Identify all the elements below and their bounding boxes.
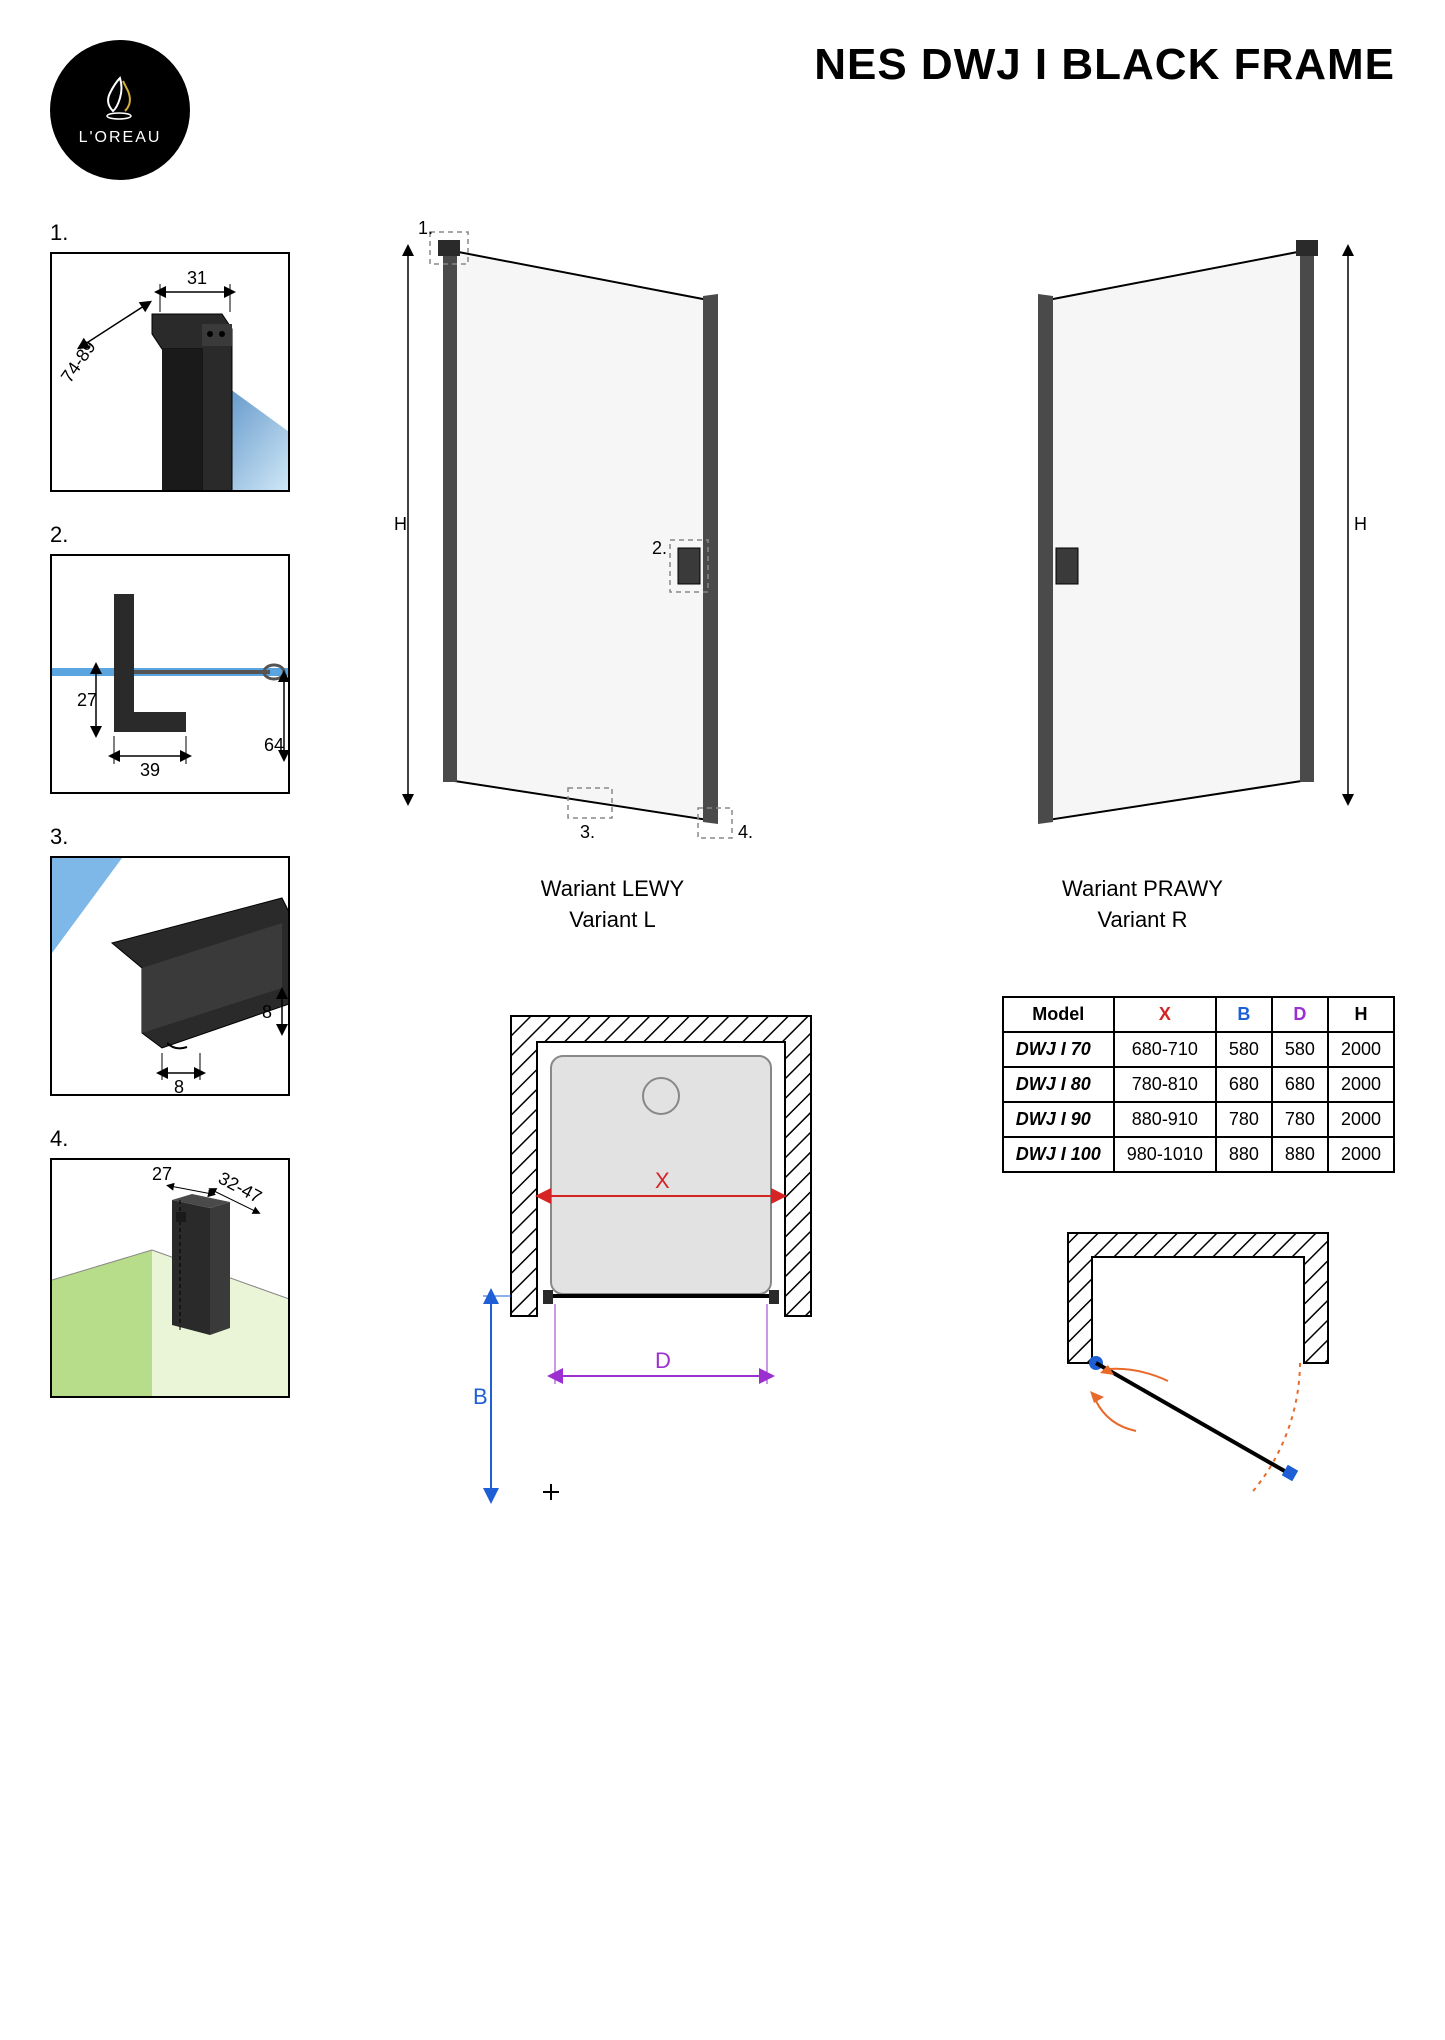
detail-number: 1. (50, 220, 320, 246)
table-cell: 680 (1216, 1067, 1272, 1102)
table-cell: 980-1010 (1114, 1137, 1216, 1172)
detail-column: 1. (50, 220, 320, 1516)
dim-8b: 8 (174, 1077, 184, 1096)
table-row: DWJ I 90880-9107807802000 (1003, 1102, 1394, 1137)
door-right: H Wariant PRAWY Variant R (918, 220, 1368, 936)
table-cell: DWJ I 80 (1003, 1067, 1114, 1102)
axis-h: H (1354, 514, 1367, 534)
dim-8a: 8 (262, 1002, 272, 1022)
callout-2: 2. (652, 538, 667, 558)
dim-D: D (655, 1348, 671, 1373)
door-right-label1: Wariant PRAWY (1062, 876, 1223, 901)
table-cell: 880 (1272, 1137, 1328, 1172)
table-cell: 880 (1216, 1137, 1272, 1172)
table-cell: 2000 (1328, 1102, 1394, 1137)
table-row: DWJ I 80780-8106806802000 (1003, 1067, 1394, 1102)
dim-31: 31 (187, 268, 207, 288)
dim-B: B (473, 1384, 488, 1409)
door-left-label1: Wariant LEWY (541, 876, 684, 901)
table-header: X (1114, 997, 1216, 1032)
dim-X: X (655, 1168, 670, 1193)
dim-39: 39 (140, 760, 160, 780)
brand-name: L'OREAU (79, 129, 162, 147)
table-header: B (1216, 997, 1272, 1032)
table-cell: 780 (1216, 1102, 1272, 1137)
table-header: H (1328, 997, 1394, 1032)
logo-droplet-icon (95, 73, 145, 123)
table-row: DWJ I 100980-10108808802000 (1003, 1137, 1394, 1172)
callout-1: 1. (418, 220, 433, 238)
brand-logo: L'OREAU (50, 40, 190, 180)
table-cell: 580 (1216, 1032, 1272, 1067)
dim-64: 64 (264, 735, 284, 755)
swing-diagram (1038, 1213, 1358, 1493)
table-cell: 580 (1272, 1032, 1328, 1067)
doors-row: H 1. 2. 3. (360, 220, 1395, 936)
table-header: Model (1003, 997, 1114, 1032)
dim-74-89: 74-89 (57, 337, 100, 386)
detail-number: 3. (50, 824, 320, 850)
table-cell: DWJ I 70 (1003, 1032, 1114, 1067)
door-right-label2: Variant R (1097, 907, 1187, 932)
detail-number: 4. (50, 1126, 320, 1152)
detail-2: 2. 27 39 64 (50, 522, 320, 794)
detail-number: 2. (50, 522, 320, 548)
door-left: H 1. 2. 3. (388, 220, 838, 936)
door-left-label2: Variant L (569, 907, 655, 932)
table-cell: 2000 (1328, 1137, 1394, 1172)
table-cell: DWJ I 100 (1003, 1137, 1114, 1172)
table-cell: 780-810 (1114, 1067, 1216, 1102)
table-cell: 680 (1272, 1067, 1328, 1102)
detail-4: 4. 27 32-47 (50, 1126, 320, 1398)
axis-h: H (394, 514, 407, 534)
detail-1: 1. (50, 220, 320, 492)
page-title: NES DWJ I BLACK FRAME (814, 40, 1395, 90)
callout-3: 3. (580, 822, 595, 842)
table-cell: 2000 (1328, 1032, 1394, 1067)
callout-4: 4. (738, 822, 753, 842)
table-cell: 2000 (1328, 1067, 1394, 1102)
table-cell: 880-910 (1114, 1102, 1216, 1137)
detail-3: 3. 8 8 (50, 824, 320, 1096)
dim-27w: 27 (152, 1164, 172, 1184)
dim-27: 27 (77, 690, 97, 710)
plan-diagram: X B D (360, 996, 962, 1516)
table-cell: 680-710 (1114, 1032, 1216, 1067)
table-cell: 780 (1272, 1102, 1328, 1137)
table-row: DWJ I 70680-7105805802000 (1003, 1032, 1394, 1067)
table-header: D (1272, 997, 1328, 1032)
table-cell: DWJ I 90 (1003, 1102, 1114, 1137)
spec-table: ModelXBDH DWJ I 70680-7105805802000DWJ I… (1002, 996, 1395, 1173)
